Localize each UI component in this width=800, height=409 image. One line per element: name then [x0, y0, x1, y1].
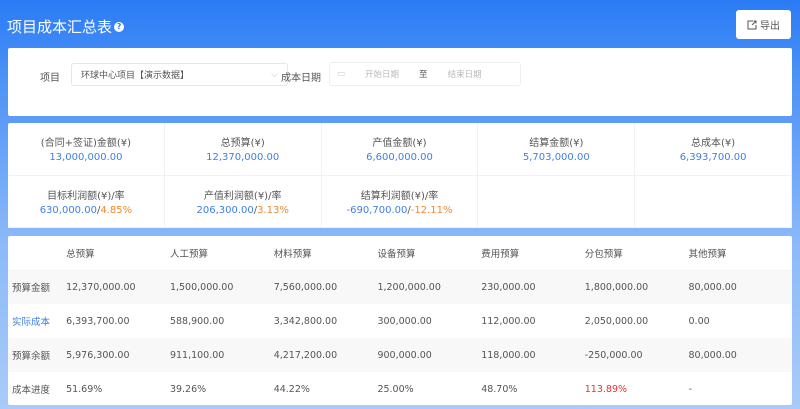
- stat-total-budget: 总预算(¥) 12,370,000.00: [164, 123, 322, 176]
- row-label: 成本进度: [12, 385, 51, 396]
- project-value: 环球中心项目【演示数据】: [81, 71, 190, 81]
- table-cell: 0.00: [688, 315, 710, 327]
- project-select[interactable]: 环球中心项目【演示数据】 ⌵: [71, 63, 288, 86]
- stat-label: 产值利润额(¥)/率: [203, 190, 282, 202]
- table-row: 实际成本 6,393,700.00 588,900.00 3,342,800.00 30…: [8, 304, 792, 338]
- table-row: 预算金额 12,370,000.00 1,500,000.00 7,560,000.0…: [8, 270, 792, 304]
- filter-panel: 项目 环球中心项目【演示数据】 ⌵ 成本日期 ▭ 开始日期 至 结束日期: [8, 48, 792, 116]
- stats-panel: (合同+签证)金额(¥) 13,000,000.00 总预算(¥) 12,370,0…: [8, 123, 792, 228]
- stat-output-value: 产值金额(¥) 6,600,000.00: [321, 123, 479, 176]
- table-cell: -250,000.00: [584, 338, 689, 372]
- table-cell: 113.89%: [584, 383, 628, 395]
- stat-rate: -12.11%: [410, 204, 453, 216]
- stat-rate: 3.13%: [257, 204, 289, 216]
- calendar-icon: ▭: [337, 69, 346, 79]
- table-cell: 3,342,800.00: [273, 315, 338, 327]
- question-circle-icon[interactable]: ?: [114, 21, 125, 32]
- table-cell: 5,976,300.00: [66, 338, 170, 372]
- table-cell: 1,200,000.00: [377, 270, 482, 304]
- table-row: 成本进度 51.69% 39.26% 44.22% 25.00% 48.70% 113.89…: [8, 372, 792, 406]
- table-cell: 80,000.00: [688, 338, 792, 372]
- column-header: 人工预算: [169, 236, 274, 271]
- export-label: 导出: [760, 21, 780, 32]
- table-cell: 51.69%: [66, 383, 103, 395]
- stat-empty: [635, 175, 792, 228]
- column-header: 总预算: [66, 236, 170, 271]
- stat-value: 206,300.00: [196, 204, 254, 216]
- table-cell: 4,217,200.00: [273, 338, 378, 372]
- table-cell: 118,000.00: [481, 338, 585, 372]
- stat-target-profit: 目标利润额(¥)/率 630,000.00/4.85%: [8, 175, 165, 228]
- end-date-input[interactable]: 结束日期: [447, 70, 482, 80]
- row-label: 预算余额: [8, 338, 67, 372]
- date-range-picker[interactable]: ▭ 开始日期 至 结束日期: [329, 62, 521, 86]
- column-header: 设备预算: [377, 236, 482, 271]
- project-label: 项目: [40, 73, 60, 84]
- stat-rate: 4.85%: [100, 204, 133, 216]
- stat-label: 产值金额(¥): [372, 138, 427, 150]
- page-title: 项目成本汇总表?: [7, 16, 125, 37]
- table-header-empty: [8, 236, 67, 271]
- stat-output-profit: 产值利润额(¥)/率 206,300.00/3.13%: [164, 175, 322, 228]
- table-cell: 7,560,000.00: [273, 270, 378, 304]
- stat-value: 6,393,700.00: [679, 152, 747, 164]
- stat-value: 630,000.00: [39, 204, 97, 216]
- table-cell: 6,393,700.00: [66, 315, 130, 327]
- stat-total-cost: 总成本(¥) 6,393,700.00: [635, 123, 792, 176]
- page-title-text: 项目成本汇总表: [7, 18, 113, 36]
- stat-value: 12,370,000.00: [206, 152, 280, 164]
- table-header-row: 总预算 人工预算 材料预算 设备预算 费用预算 分包预算 其他预算: [8, 236, 792, 271]
- column-header: 其他预算: [688, 236, 792, 271]
- stat-label: 目标利润额(¥)/率: [47, 190, 125, 202]
- date-separator: 至: [419, 70, 428, 80]
- budget-table-panel: 总预算 人工预算 材料预算 设备预算 费用预算 分包预算 其他预算 预算金额 12,370,0…: [8, 236, 792, 405]
- stat-label: 总成本(¥): [691, 138, 736, 150]
- stat-label: 结算金额(¥): [529, 138, 584, 150]
- stat-settlement-amount: 结算金额(¥) 5,703,000.00: [478, 123, 636, 176]
- table-cell: 44.22%: [273, 383, 310, 395]
- column-header: 材料预算: [273, 236, 378, 271]
- stat-label: 总预算(¥): [220, 138, 265, 150]
- stat-empty: [478, 175, 636, 228]
- table-cell: 1,800,000.00: [584, 270, 689, 304]
- table-cell: 48.70%: [481, 383, 518, 395]
- column-header: 费用预算: [481, 236, 585, 271]
- budget-table: 总预算 人工预算 材料预算 设备预算 费用预算 分包预算 其他预算 预算金额 12,370,0…: [8, 236, 792, 406]
- row-label[interactable]: 实际成本: [12, 317, 51, 328]
- column-header: 分包预算: [584, 236, 689, 271]
- table-cell: 300,000.00: [377, 315, 432, 327]
- stat-contract-amount: (合同+签证)金额(¥) 13,000,000.00: [8, 123, 165, 176]
- table-cell: 911,100.00: [169, 338, 274, 372]
- stat-label: 结算利润额(¥)/率: [360, 190, 439, 202]
- table-cell: 1,500,000.00: [169, 270, 274, 304]
- table-cell: 12,370,000.00: [66, 270, 170, 304]
- row-label: 预算金额: [8, 270, 67, 304]
- table-cell: 588,900.00: [169, 315, 225, 327]
- table-row: 预算余额 5,976,300.00 911,100.00 4,217,200.00 90…: [8, 338, 792, 372]
- table-cell: 230,000.00: [481, 270, 585, 304]
- table-cell: 112,000.00: [481, 315, 536, 327]
- table-cell: 80,000.00: [688, 270, 792, 304]
- table-cell: 39.26%: [169, 383, 207, 395]
- table-cell: 2,050,000.00: [584, 315, 649, 327]
- chevron-down-icon: ⌵: [271, 69, 278, 80]
- date-label: 成本日期: [281, 73, 321, 84]
- table-cell: -: [688, 383, 692, 395]
- stat-value: -690,700.00: [346, 204, 408, 216]
- table-cell: 900,000.00: [377, 338, 482, 372]
- stat-value: 6,600,000.00: [366, 152, 433, 164]
- export-button[interactable]: 导出: [736, 10, 791, 39]
- stat-value: 13,000,000.00: [49, 152, 123, 164]
- export-icon: [747, 20, 757, 29]
- stat-value: 5,703,000.00: [522, 152, 590, 164]
- start-date-input[interactable]: 开始日期: [365, 70, 400, 80]
- stat-settlement-profit: 结算利润额(¥)/率 -690,700.00/-12.11%: [321, 175, 479, 228]
- table-cell: 25.00%: [377, 383, 414, 395]
- stat-label: (合同+签证)金额(¥): [40, 138, 132, 150]
